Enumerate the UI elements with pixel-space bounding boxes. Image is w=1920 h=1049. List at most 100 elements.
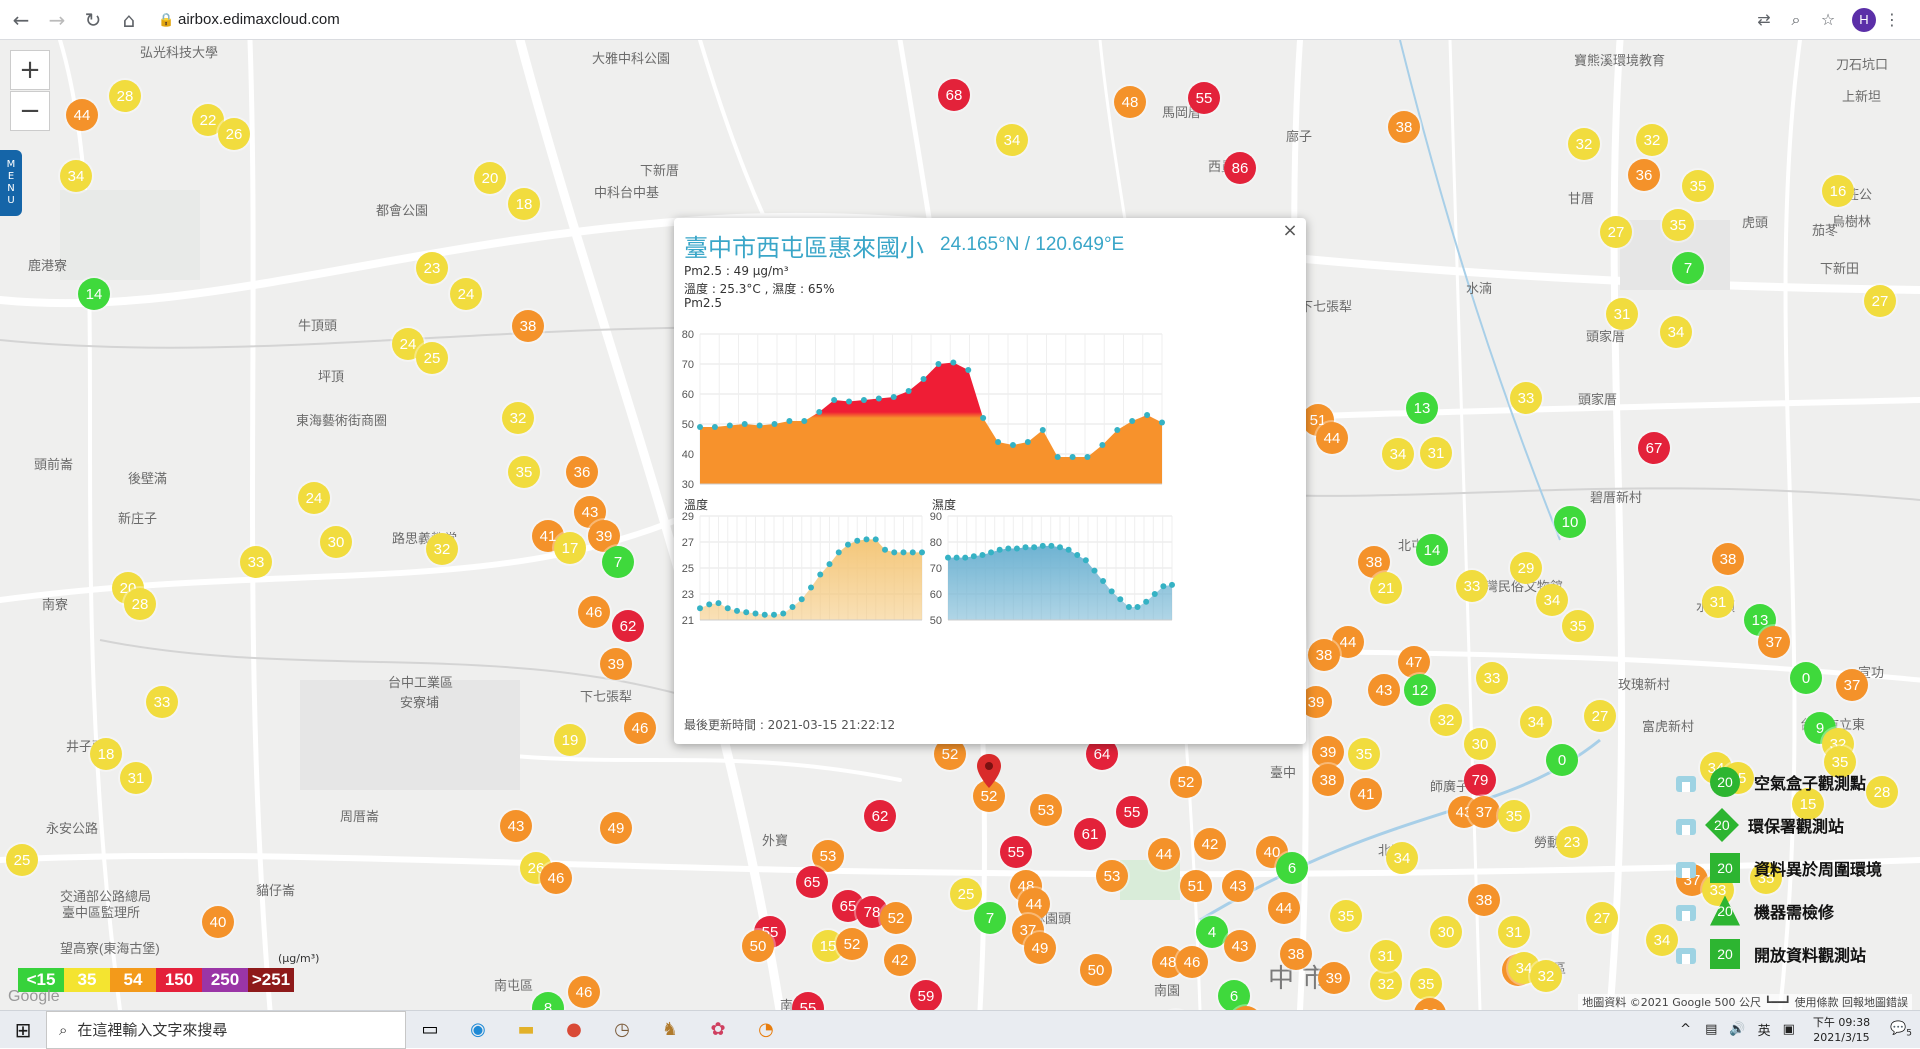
station-marker[interactable]: 26 bbox=[218, 118, 250, 150]
station-marker[interactable]: 17 bbox=[554, 532, 586, 564]
volume-icon[interactable]: 🔊 bbox=[1729, 1022, 1746, 1037]
station-marker[interactable]: 25 bbox=[6, 844, 38, 876]
station-marker[interactable]: 7 bbox=[602, 546, 634, 578]
station-marker[interactable]: 32 bbox=[1568, 128, 1600, 160]
station-marker[interactable]: 32 bbox=[1530, 960, 1562, 992]
station-marker[interactable]: 39 bbox=[1312, 736, 1344, 768]
zoom-in-button[interactable]: + bbox=[10, 50, 50, 90]
station-marker[interactable]: 51 bbox=[1180, 870, 1212, 902]
station-marker[interactable]: 34 bbox=[1382, 438, 1414, 470]
station-marker[interactable]: 68 bbox=[938, 79, 970, 111]
station-marker[interactable]: 32 bbox=[426, 533, 458, 565]
station-marker[interactable]: 10 bbox=[1554, 506, 1586, 538]
station-marker[interactable]: 43 bbox=[500, 810, 532, 842]
windows-start-icon[interactable]: ⊞ bbox=[14, 1017, 32, 1042]
home-icon[interactable]: ⌂ bbox=[122, 7, 136, 32]
station-marker[interactable]: 39 bbox=[1318, 962, 1350, 994]
station-marker[interactable]: 43 bbox=[1368, 674, 1400, 706]
station-marker[interactable]: 34 bbox=[996, 124, 1028, 156]
station-marker[interactable]: 30 bbox=[320, 526, 352, 558]
address-bar[interactable]: 🔒 airbox.edimaxcloud.com bbox=[158, 5, 1748, 35]
station-marker[interactable]: 31 bbox=[1498, 916, 1530, 948]
forward-icon[interactable]: → bbox=[48, 7, 66, 32]
station-marker[interactable]: 6 bbox=[1276, 852, 1308, 884]
station-marker[interactable]: 33 bbox=[146, 686, 178, 718]
station-marker[interactable]: 38 bbox=[1388, 111, 1420, 143]
station-marker[interactable]: 43 bbox=[1222, 870, 1254, 902]
station-marker[interactable]: 33 bbox=[240, 546, 272, 578]
blender-icon[interactable]: ◔ bbox=[758, 1019, 774, 1040]
station-marker[interactable]: 53 bbox=[1096, 860, 1128, 892]
station-marker[interactable]: 25 bbox=[950, 878, 982, 910]
station-marker[interactable]: 55 bbox=[1000, 836, 1032, 868]
station-marker[interactable]: 40 bbox=[202, 906, 234, 938]
station-marker[interactable]: 49 bbox=[600, 812, 632, 844]
station-marker[interactable]: 37 bbox=[1836, 669, 1868, 701]
close-icon[interactable]: × bbox=[1282, 220, 1298, 241]
notification-icon[interactable]: 💬5 bbox=[1890, 1020, 1912, 1039]
station-marker[interactable]: 38 bbox=[1712, 543, 1744, 575]
station-marker[interactable]: 28 bbox=[109, 80, 141, 112]
chrome-icon[interactable]: ● bbox=[566, 1019, 582, 1040]
station-marker[interactable]: 46 bbox=[1176, 946, 1208, 978]
selected-location-pin-icon[interactable] bbox=[977, 754, 1001, 788]
station-marker[interactable]: 38 bbox=[1468, 884, 1500, 916]
station-marker[interactable]: 0 bbox=[1546, 744, 1578, 776]
station-marker[interactable]: 55 bbox=[792, 992, 824, 1010]
station-marker[interactable]: 79 bbox=[1464, 764, 1496, 796]
translate-icon[interactable]: ⇄ bbox=[1757, 10, 1771, 29]
station-marker[interactable]: 44 bbox=[66, 99, 98, 131]
station-marker[interactable]: 28 bbox=[1866, 776, 1898, 808]
station-marker[interactable]: 35 bbox=[1824, 746, 1856, 778]
app-icon-clock[interactable]: ◷ bbox=[614, 1019, 630, 1040]
station-marker[interactable]: 35 bbox=[1750, 862, 1782, 894]
station-marker[interactable]: 65 bbox=[796, 866, 828, 898]
station-marker[interactable]: 7 bbox=[974, 902, 1006, 934]
station-marker[interactable]: 19 bbox=[554, 724, 586, 756]
station-marker[interactable]: 41 bbox=[1350, 778, 1382, 810]
station-marker[interactable]: 35 bbox=[1682, 170, 1714, 202]
station-marker[interactable]: 29 bbox=[1510, 552, 1542, 584]
task-view-icon[interactable]: ▭ bbox=[421, 1019, 439, 1040]
station-marker[interactable]: 35 bbox=[1330, 900, 1362, 932]
station-marker[interactable]: 33 bbox=[1456, 570, 1488, 602]
station-marker[interactable]: 31 bbox=[1420, 437, 1452, 469]
station-marker[interactable]: 24 bbox=[298, 482, 330, 514]
back-icon[interactable]: ← bbox=[12, 7, 30, 32]
selected-station-marker[interactable]: 52 bbox=[973, 780, 1005, 812]
station-marker[interactable]: 13 bbox=[1406, 392, 1438, 424]
ime-indicator[interactable]: 英 bbox=[1757, 1024, 1771, 1039]
more-menu-icon[interactable]: ⋮ bbox=[1884, 10, 1900, 29]
station-marker[interactable]: 32 bbox=[1636, 124, 1668, 156]
station-marker[interactable]: 44 bbox=[1268, 892, 1300, 924]
profile-avatar[interactable]: H bbox=[1852, 7, 1876, 32]
station-marker[interactable]: 0 bbox=[1790, 662, 1822, 694]
station-marker[interactable]: 4 bbox=[1196, 916, 1228, 948]
station-marker[interactable]: 7 bbox=[1672, 252, 1704, 284]
station-marker[interactable]: 38 bbox=[1312, 764, 1344, 796]
bookmark-star-icon[interactable]: ☆ bbox=[1820, 10, 1836, 29]
station-marker[interactable]: 59 bbox=[910, 980, 942, 1010]
zoom-icon[interactable]: ⌕ bbox=[1791, 9, 1801, 29]
ime-mode-icon[interactable]: ▣ bbox=[1782, 1022, 1795, 1037]
app-icon-paint[interactable]: ✿ bbox=[710, 1019, 726, 1040]
station-marker[interactable]: 31 bbox=[1370, 940, 1402, 972]
station-marker[interactable]: 12 bbox=[1404, 674, 1436, 706]
station-marker[interactable]: 16 bbox=[1822, 175, 1854, 207]
station-marker[interactable]: 46 bbox=[578, 596, 610, 628]
map-attribution[interactable]: 地圖資料 ©2021 Google 500 公尺 ┗━━┛ 使用條款 回報地圖錯… bbox=[1578, 994, 1912, 1010]
station-marker[interactable]: 35 bbox=[1562, 610, 1594, 642]
station-marker[interactable]: 42 bbox=[1194, 828, 1226, 860]
station-marker[interactable]: 47 bbox=[1398, 646, 1430, 678]
station-marker[interactable]: 38 bbox=[1280, 938, 1312, 970]
station-marker[interactable]: 44 bbox=[1148, 838, 1180, 870]
station-marker[interactable]: 50 bbox=[1230, 1006, 1262, 1010]
reload-icon[interactable]: ↻ bbox=[84, 7, 102, 32]
station-marker[interactable]: 34 bbox=[1520, 706, 1552, 738]
station-marker[interactable]: 31 bbox=[1606, 298, 1638, 330]
station-marker[interactable]: 86 bbox=[1224, 152, 1256, 184]
station-marker[interactable]: 52 bbox=[836, 928, 868, 960]
station-marker[interactable]: 55 bbox=[1116, 796, 1148, 828]
station-marker[interactable]: 50 bbox=[742, 930, 774, 962]
station-marker[interactable]: 62 bbox=[612, 610, 644, 642]
